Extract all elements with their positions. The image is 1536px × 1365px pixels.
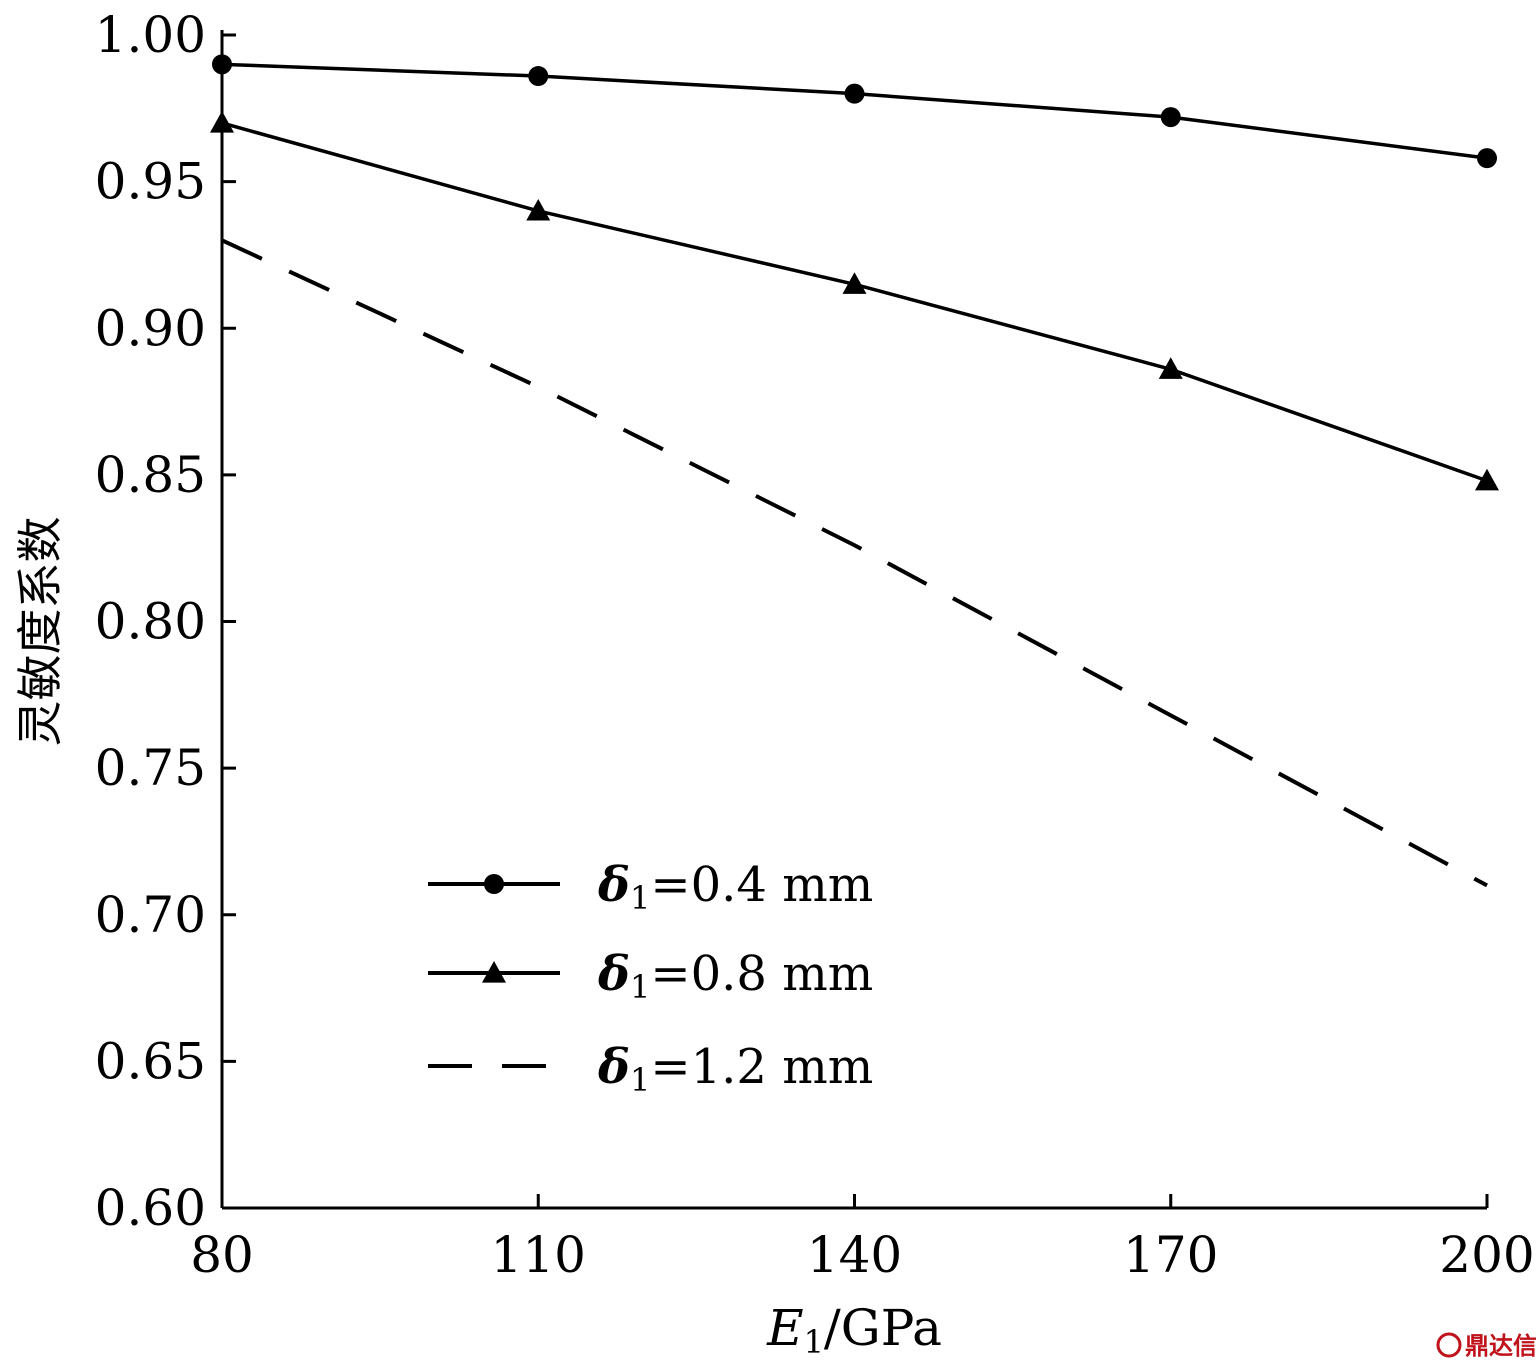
y-axis-label: 灵敏度系数: [13, 517, 67, 747]
data-point: [212, 54, 232, 75]
series-group: [210, 54, 1499, 888]
data-point: [1158, 357, 1183, 379]
y-tick-label: 0.70: [95, 886, 206, 944]
legend-marker: [482, 961, 506, 983]
y-tick-label: 0.95: [95, 153, 206, 211]
series-2: [210, 110, 1499, 491]
watermark: 鼎达信: [1436, 1332, 1536, 1360]
y-tick-label: 0.65: [95, 1032, 206, 1090]
legend-marker: [484, 874, 504, 894]
y-tick-label: 0.75: [95, 739, 206, 797]
legend: δ1=0.4 mm δ1=0.8 mm δ1=1.2 mm: [428, 857, 873, 1099]
legend-label: δ1=0.4 mm: [597, 857, 873, 917]
data-point: [528, 66, 549, 87]
data-point: [526, 198, 551, 221]
series-line-3: [221, 238, 1488, 888]
x-tick-label: 170: [1123, 1226, 1218, 1284]
x-tick-label: 200: [1439, 1226, 1534, 1284]
series-3: [221, 238, 1488, 888]
series-line-2: [221, 121, 1488, 483]
y-tick-label: 0.60: [95, 1179, 206, 1237]
x-tick-label: 140: [807, 1226, 902, 1284]
watermark-logo-icon: [1436, 1332, 1462, 1358]
y-tick-label: 0.80: [95, 593, 206, 651]
x-axis-label: E1/GPa: [766, 1299, 942, 1361]
legend-label: δ1=1.2 mm: [597, 1039, 873, 1099]
x-tick-label: 110: [491, 1226, 586, 1284]
legend-entry-2: δ1=0.8 mm: [428, 946, 873, 1006]
data-point: [1475, 468, 1499, 491]
ticks: 0.60 0.65 0.70 0.75 0.80 0.85 0.90 0.95 1.00 80 11…: [95, 6, 1535, 1284]
axis-labels: E1/GPa 灵敏度系数: [13, 517, 942, 1362]
y-tick-label: 1.00: [95, 6, 206, 64]
data-point: [210, 110, 234, 133]
legend-entry-1: δ1=0.4 mm: [428, 857, 873, 917]
data-point: [842, 272, 867, 294]
axes: [220, 30, 1487, 1210]
data-point: [1477, 148, 1497, 169]
series-line-1: [221, 62, 1488, 160]
x-tick-label: 80: [190, 1226, 254, 1284]
legend-label: δ1=0.8 mm: [597, 946, 873, 1006]
data-point: [844, 83, 865, 104]
legend-entry-3: δ1=1.2 mm: [428, 1039, 873, 1099]
y-tick-label: 0.85: [95, 446, 206, 504]
series-1: [212, 54, 1497, 169]
y-tick-label: 0.90: [95, 299, 206, 357]
watermark-text: 鼎达信: [1465, 1332, 1536, 1360]
data-point: [1160, 107, 1181, 128]
